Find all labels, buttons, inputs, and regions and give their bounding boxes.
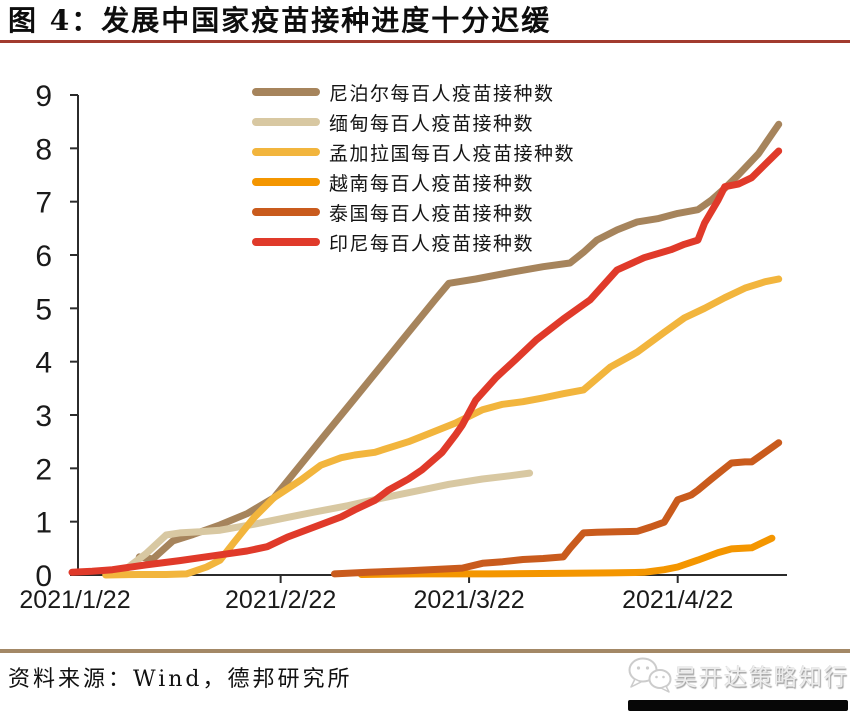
- legend-label: 孟加拉国每百人疫苗接种数: [329, 142, 576, 165]
- legend-item: 尼泊尔每百人疫苗接种数: [252, 77, 575, 107]
- bottom-black-bar: [628, 700, 848, 711]
- legend-swatch: [252, 88, 320, 96]
- y-tick-label: 8: [35, 133, 52, 166]
- legend-swatch: [252, 208, 320, 216]
- y-tick-label: 4: [35, 347, 52, 380]
- legend-item: 泰国每百人疫苗接种数: [252, 197, 575, 227]
- y-tick-label: 1: [35, 507, 52, 540]
- x-tick-label: 2021/2/22: [225, 586, 336, 614]
- series-line-4: [357, 534, 776, 578]
- title-rule: [0, 40, 850, 43]
- legend-swatch: [252, 238, 320, 246]
- y-tick-label: 9: [35, 80, 52, 113]
- legend-swatch: [252, 118, 320, 126]
- y-tick-label: 0: [35, 560, 52, 593]
- series-line-1: [135, 120, 783, 563]
- y-tick-label: 2: [35, 453, 52, 486]
- legend-item: 孟加拉国每百人疫苗接种数: [252, 137, 575, 167]
- series-line-6: [68, 147, 783, 576]
- legend-label: 缅甸每百人疫苗接种数: [329, 112, 535, 135]
- y-tick-label: 5: [35, 293, 52, 326]
- y-tick-label: 6: [35, 240, 52, 273]
- chart-legend: 尼泊尔每百人疫苗接种数 缅甸每百人疫苗接种数孟加拉国每百人疫苗接种数 越南每百人疫苗…: [252, 77, 575, 257]
- y-tick-label: 7: [35, 187, 52, 220]
- series-line-2: [122, 469, 534, 573]
- x-tick-label: 2021/4/22: [622, 586, 733, 614]
- wechat-icon: [628, 657, 672, 693]
- figure-title: 图 4：发展中国家疫苗接种进度十分迟缓: [8, 4, 552, 37]
- source-text: 资料来源：Wind，德邦研究所: [8, 667, 353, 692]
- watermark: 吴开达策略知行: [626, 655, 849, 695]
- chart-svg: 0 1 2 3 4 5 6 7 8 9 2021/1/22 2021/2/22 2021/3/22 202…: [19, 80, 787, 614]
- legend-label: 泰国每百人疫苗接种数: [329, 202, 535, 225]
- legend-label: 尼泊尔每百人疫苗接种数: [329, 82, 555, 105]
- legend-item: 越南每百人疫苗接种数: [252, 167, 575, 197]
- legend-item: 缅甸每百人疫苗接种数: [252, 107, 575, 137]
- legend-label: 越南每百人疫苗接种数: [329, 172, 535, 195]
- x-tick-label: 2021/1/22: [19, 586, 130, 614]
- legend-label: 印尼每百人疫苗接种数: [329, 232, 535, 255]
- series-line-5: [331, 439, 783, 578]
- y-tick-label: 3: [35, 400, 52, 433]
- x-tick-label: 2021/3/22: [413, 586, 524, 614]
- footer-rule: [0, 649, 850, 653]
- legend-item: 印尼每百人疫苗接种数: [252, 227, 575, 257]
- legend-swatch: [252, 178, 320, 186]
- watermark-text: 吴开达策略知行: [674, 665, 849, 691]
- legend-swatch: [252, 148, 320, 156]
